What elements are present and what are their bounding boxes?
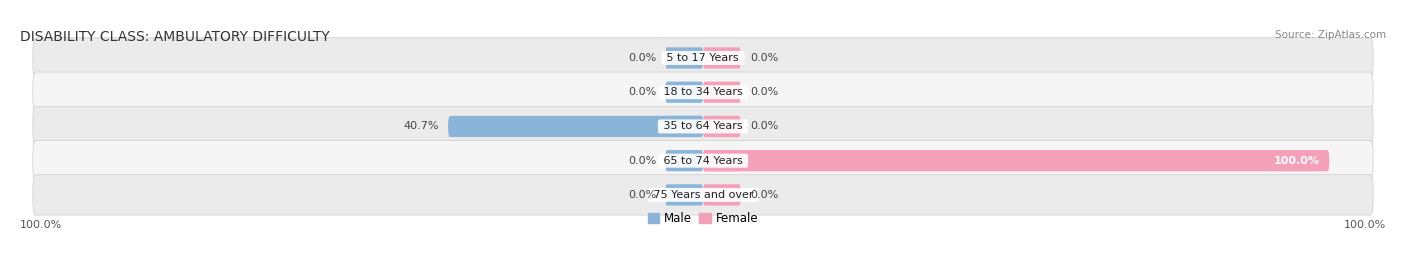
Text: 0.0%: 0.0%	[749, 53, 779, 63]
FancyBboxPatch shape	[32, 72, 1374, 112]
Text: 0.0%: 0.0%	[749, 190, 779, 200]
Text: 100.0%: 100.0%	[1343, 220, 1386, 229]
FancyBboxPatch shape	[703, 82, 741, 103]
Text: 100.0%: 100.0%	[1274, 156, 1320, 166]
FancyBboxPatch shape	[32, 106, 1374, 147]
FancyBboxPatch shape	[665, 116, 703, 137]
Text: 65 to 74 Years: 65 to 74 Years	[659, 156, 747, 166]
Legend: Male, Female: Male, Female	[643, 207, 763, 230]
Text: 0.0%: 0.0%	[749, 87, 779, 97]
Text: 40.7%: 40.7%	[404, 121, 439, 132]
FancyBboxPatch shape	[703, 116, 741, 137]
FancyBboxPatch shape	[703, 150, 1329, 171]
FancyBboxPatch shape	[665, 47, 703, 69]
Text: 5 to 17 Years: 5 to 17 Years	[664, 53, 742, 63]
Text: 0.0%: 0.0%	[627, 87, 657, 97]
Text: 100.0%: 100.0%	[20, 220, 63, 229]
FancyBboxPatch shape	[665, 150, 703, 171]
Text: 0.0%: 0.0%	[627, 53, 657, 63]
FancyBboxPatch shape	[665, 184, 703, 206]
FancyBboxPatch shape	[703, 184, 741, 206]
Text: 18 to 34 Years: 18 to 34 Years	[659, 87, 747, 97]
FancyBboxPatch shape	[449, 116, 703, 137]
FancyBboxPatch shape	[32, 175, 1374, 215]
Text: 0.0%: 0.0%	[749, 121, 779, 132]
FancyBboxPatch shape	[665, 82, 703, 103]
Text: 0.0%: 0.0%	[627, 190, 657, 200]
Text: Source: ZipAtlas.com: Source: ZipAtlas.com	[1275, 30, 1386, 40]
FancyBboxPatch shape	[32, 140, 1374, 181]
FancyBboxPatch shape	[32, 38, 1374, 78]
Text: DISABILITY CLASS: AMBULATORY DIFFICULTY: DISABILITY CLASS: AMBULATORY DIFFICULTY	[20, 30, 330, 44]
FancyBboxPatch shape	[703, 47, 741, 69]
Text: 35 to 64 Years: 35 to 64 Years	[659, 121, 747, 132]
FancyBboxPatch shape	[703, 150, 741, 171]
Text: 0.0%: 0.0%	[627, 156, 657, 166]
Text: 75 Years and over: 75 Years and over	[650, 190, 756, 200]
